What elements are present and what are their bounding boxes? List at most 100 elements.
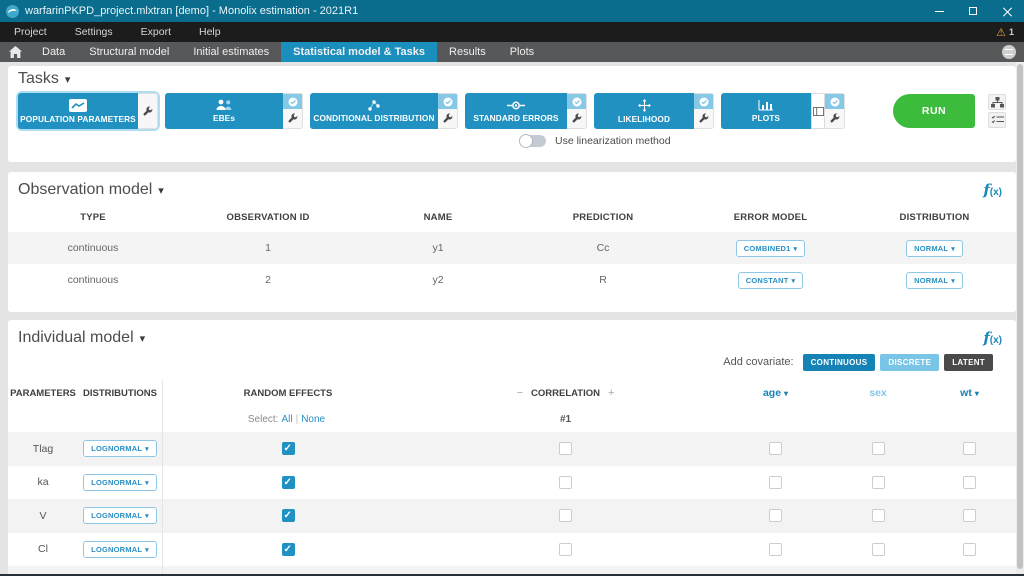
tab-bar: Data Structural model Initial estimates …: [0, 42, 1024, 62]
standard-errors-completed-badge: [567, 94, 586, 109]
minimize-icon: [934, 10, 944, 12]
scrollbar[interactable]: [1016, 62, 1024, 576]
covariate-checkbox-wt[interactable]: [963, 442, 976, 456]
chevron-down-icon: [975, 387, 979, 399]
covariate-checkbox-sex[interactable]: [871, 442, 885, 456]
maximize-icon: [969, 7, 977, 15]
linearization-toggle[interactable]: [519, 134, 546, 148]
ebes-button[interactable]: EBEs: [165, 93, 283, 129]
covariate-checkbox-sex[interactable]: [871, 542, 885, 556]
covariate-checkbox-age[interactable]: [769, 542, 782, 556]
distribution-dropdown[interactable]: LOGNORMAL: [83, 540, 157, 558]
comments-button[interactable]: [1002, 42, 1016, 62]
correlation-checkbox[interactable]: [559, 475, 572, 489]
population-parameters-button[interactable]: POPULATION PARAMETERS: [18, 93, 138, 129]
tab-initial-estimates[interactable]: Initial estimates: [193, 46, 270, 58]
wrench-icon: [699, 113, 709, 123]
task-ebes: EBEs: [165, 93, 303, 129]
random-effect-checkbox[interactable]: [281, 475, 295, 489]
select-all-link[interactable]: All: [281, 413, 293, 425]
task-conditional-distribution: CONDITIONAL DISTRIBUTION: [310, 93, 458, 129]
likelihood-button[interactable]: LIKELIHOOD: [594, 93, 694, 129]
distribution-dropdown[interactable]: NORMAL: [906, 271, 963, 289]
workflow-icon: [990, 96, 1004, 107]
tab-results[interactable]: Results: [449, 46, 486, 58]
error-model-dropdown[interactable]: CONSTANT: [737, 271, 804, 289]
standard-errors-settings-button[interactable]: [567, 109, 586, 128]
tab-structural-model[interactable]: Structural model: [89, 46, 170, 58]
tab-data[interactable]: Data: [42, 46, 66, 58]
task-list-icon: [991, 115, 1004, 124]
remove-correlation-button[interactable]: [517, 387, 523, 399]
run-side-buttons: [988, 94, 1006, 128]
add-continuous-covariate-button[interactable]: CONTINUOUS: [802, 353, 876, 371]
menu-item-help[interactable]: Help: [199, 26, 221, 38]
wrench-icon: [143, 106, 153, 115]
home-tab[interactable]: [0, 42, 30, 62]
population-parameters-settings-button[interactable]: [138, 94, 157, 128]
plots-layout-button[interactable]: [811, 93, 825, 129]
plots-button[interactable]: PLOTS: [721, 93, 811, 129]
covariate-checkbox-age[interactable]: [769, 475, 782, 489]
tasks-section-header[interactable]: Tasks: [18, 70, 1006, 88]
distribution-dropdown[interactable]: LOGNORMAL: [83, 440, 157, 458]
covariate-header-age[interactable]: age: [718, 387, 833, 399]
individual-formula-button[interactable]: f(x): [983, 328, 1002, 347]
likelihood-side: [694, 93, 714, 129]
distribution-dropdown[interactable]: NORMAL: [906, 239, 963, 257]
select-label: Select:: [247, 413, 279, 425]
menu-item-export[interactable]: Export: [140, 26, 171, 38]
observation-formula-button[interactable]: f(x): [983, 180, 1002, 199]
covariate-checkbox-wt[interactable]: [963, 509, 976, 523]
tab-plots[interactable]: Plots: [509, 46, 535, 58]
cell-prediction: Cc: [596, 242, 610, 254]
error-model-dropdown[interactable]: COMBINED1: [735, 239, 806, 257]
add-latent-covariate-button[interactable]: LATENT: [944, 353, 993, 371]
correlation-checkbox[interactable]: [559, 442, 572, 456]
column-header-type: TYPE: [80, 211, 106, 223]
fx-icon: f: [983, 180, 990, 199]
chevron-down-icon: [951, 276, 955, 285]
column-header-prediction: PREDICTION: [572, 211, 634, 223]
covariate-checkbox-age[interactable]: [769, 509, 782, 523]
ebes-completed-badge: [283, 94, 302, 109]
task-list-button[interactable]: [988, 112, 1006, 128]
conditional-distribution-settings-button[interactable]: [438, 109, 457, 128]
covariate-checkbox-sex[interactable]: [871, 509, 885, 523]
correlation-checkbox[interactable]: [559, 542, 572, 556]
covariate-checkbox-age[interactable]: [769, 442, 782, 456]
chevron-down-icon: [951, 244, 955, 253]
warnings-indicator[interactable]: 1: [996, 26, 1014, 39]
random-effect-checkbox[interactable]: [281, 542, 295, 556]
add-correlation-button[interactable]: [608, 387, 614, 399]
plots-settings-button[interactable]: [825, 109, 844, 128]
individual-model-header[interactable]: Individual model f(x): [8, 326, 1016, 350]
likelihood-settings-button[interactable]: [694, 109, 713, 128]
covariate-header-wt[interactable]: wt: [923, 387, 1016, 399]
covariate-checkbox-wt[interactable]: [963, 475, 976, 489]
add-discrete-covariate-button[interactable]: DISCRETE: [880, 353, 940, 371]
standard-errors-button[interactable]: STANDARD ERRORS: [465, 93, 567, 129]
run-button[interactable]: RUN: [893, 94, 975, 128]
select-none-link[interactable]: None: [301, 413, 326, 425]
distribution-dropdown[interactable]: LOGNORMAL: [83, 507, 157, 525]
menu-item-project[interactable]: Project: [14, 26, 47, 38]
menu-item-settings[interactable]: Settings: [74, 26, 113, 38]
observation-table-header: TYPE OBSERVATION ID NAME PREDICTION ERRO…: [8, 202, 1016, 232]
maximize-button[interactable]: [956, 0, 990, 22]
minimize-button[interactable]: [922, 0, 956, 22]
observation-model-header[interactable]: Observation model f(x): [8, 178, 1016, 202]
close-button[interactable]: [990, 0, 1024, 22]
random-effect-checkbox[interactable]: [281, 509, 295, 523]
covariate-checkbox-sex[interactable]: [871, 475, 885, 489]
workflow-button[interactable]: [988, 94, 1006, 110]
covariate-checkbox-wt[interactable]: [963, 542, 976, 556]
distribution-dropdown[interactable]: LOGNORMAL: [83, 473, 157, 491]
correlation-checkbox[interactable]: [559, 509, 572, 523]
tab-statistical-model-tasks[interactable]: Statistical model & Tasks: [281, 42, 438, 62]
random-effect-checkbox[interactable]: [281, 442, 295, 456]
conditional-distribution-button[interactable]: CONDITIONAL DISTRIBUTION: [310, 93, 438, 129]
scrollbar-thumb[interactable]: [1017, 64, 1023, 569]
ebes-settings-button[interactable]: [283, 109, 302, 128]
